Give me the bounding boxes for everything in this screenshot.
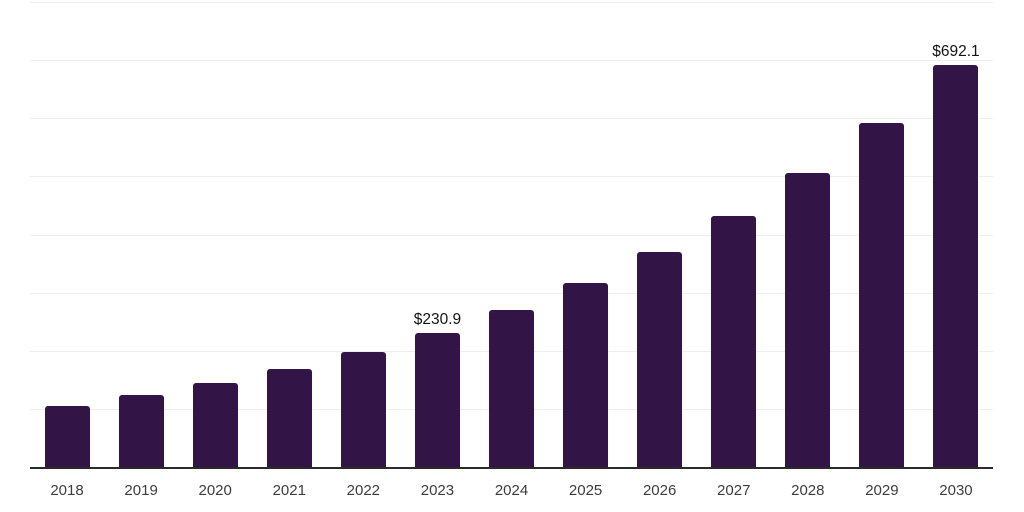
bar-2028 <box>785 173 831 467</box>
bar-2024 <box>489 310 534 467</box>
x-tick-label-2024: 2024 <box>494 482 529 499</box>
bar-2029 <box>859 123 905 467</box>
bar-2030 <box>933 64 979 467</box>
x-tick-label-2026: 2026 <box>642 482 677 499</box>
x-tick-label-2025: 2025 <box>568 482 603 499</box>
bar-2025 <box>563 283 609 467</box>
bar-cell-2024 <box>474 0 548 467</box>
bar-value-label-2023: $230.9 <box>413 310 462 328</box>
gridline-500 <box>30 176 993 178</box>
x-tick-label-2019: 2019 <box>124 482 158 499</box>
bars-row: $230.9 $692.1 <box>30 0 993 467</box>
x-tick-label-2029: 2029 <box>865 482 899 499</box>
bar-cell-2021 <box>252 0 326 467</box>
x-tick-label-2030: 2030 <box>939 482 973 499</box>
bar-2027 <box>711 215 757 467</box>
bar-cell-2030: $692.1 <box>919 0 993 467</box>
x-tick-label-2020: 2020 <box>198 482 232 499</box>
x-tick-label-2028: 2028 <box>791 482 825 499</box>
bar-cell-2025 <box>549 0 623 467</box>
gridline-700 <box>30 60 993 62</box>
bar-cell-2027 <box>697 0 771 467</box>
bar-2018 <box>44 405 90 467</box>
gridline-800 <box>30 2 993 3</box>
gridline-600 <box>30 118 993 120</box>
bar-cell-2028 <box>771 0 845 467</box>
x-tick-label-2021: 2021 <box>272 482 306 499</box>
bar-cell-2019 <box>104 0 178 467</box>
bar-2022 <box>340 352 386 467</box>
x-tick-label-2018: 2018 <box>50 482 84 499</box>
plot-area: $230.9 $692.1 <box>30 0 993 469</box>
gridline-300 <box>30 292 993 294</box>
bar-2026 <box>637 252 683 467</box>
bar-value-label-2030: $692.1 <box>932 42 980 60</box>
x-axis-line <box>30 467 993 469</box>
x-tick-label-2022: 2022 <box>346 482 381 499</box>
bar-2023 <box>414 332 460 467</box>
bar-2020 <box>192 383 238 467</box>
bar-cell-2022 <box>326 0 400 467</box>
x-tick-label-2027: 2027 <box>717 482 751 499</box>
bar-2021 <box>266 368 312 467</box>
bar-cell-2020 <box>178 0 252 467</box>
bar-cell-2029 <box>845 0 919 467</box>
gridline-400 <box>30 234 993 236</box>
bar-cell-2023: $230.9 <box>400 0 474 467</box>
bar-2019 <box>118 395 164 467</box>
x-axis-tick-labels: 2018 2019 2020 2021 2022 2023 2024 2025 2026 2027… <box>30 481 993 501</box>
bar-cell-2026 <box>623 0 697 467</box>
x-tick-label-2023: 2023 <box>420 482 455 499</box>
bar-cell-2018 <box>30 0 104 467</box>
